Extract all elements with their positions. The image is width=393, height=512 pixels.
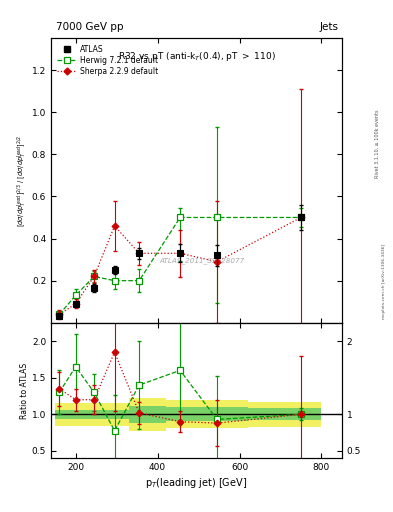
X-axis label: p$_T$(leading jet) [GeV]: p$_T$(leading jet) [GeV]: [145, 476, 248, 490]
Text: mcplots.cern.ch [arXiv:1306.3436]: mcplots.cern.ch [arXiv:1306.3436]: [382, 244, 386, 319]
Text: Rivet 3.1.10, ≥ 100k events: Rivet 3.1.10, ≥ 100k events: [375, 109, 380, 178]
Text: R32 vs pT (anti-k$_T$(0.4), pT $>$ 110): R32 vs pT (anti-k$_T$(0.4), pT $>$ 110): [118, 50, 275, 63]
Y-axis label: $[d\sigma/dp_T^{\rm lead}]^{2/3}$ / $[d\sigma/dp_T^{\rm lead}]^{2/2}$: $[d\sigma/dp_T^{\rm lead}]^{2/3}$ / $[d\…: [16, 134, 29, 227]
Y-axis label: Ratio to ATLAS: Ratio to ATLAS: [20, 362, 29, 419]
Legend: ATLAS, Herwig 7.2.1 default, Sherpa 2.2.9 default: ATLAS, Herwig 7.2.1 default, Sherpa 2.2.…: [55, 42, 161, 78]
Text: Jets: Jets: [320, 22, 339, 32]
Text: 7000 GeV pp: 7000 GeV pp: [56, 22, 123, 32]
Text: ATLAS_2011_S9128077: ATLAS_2011_S9128077: [160, 257, 245, 264]
